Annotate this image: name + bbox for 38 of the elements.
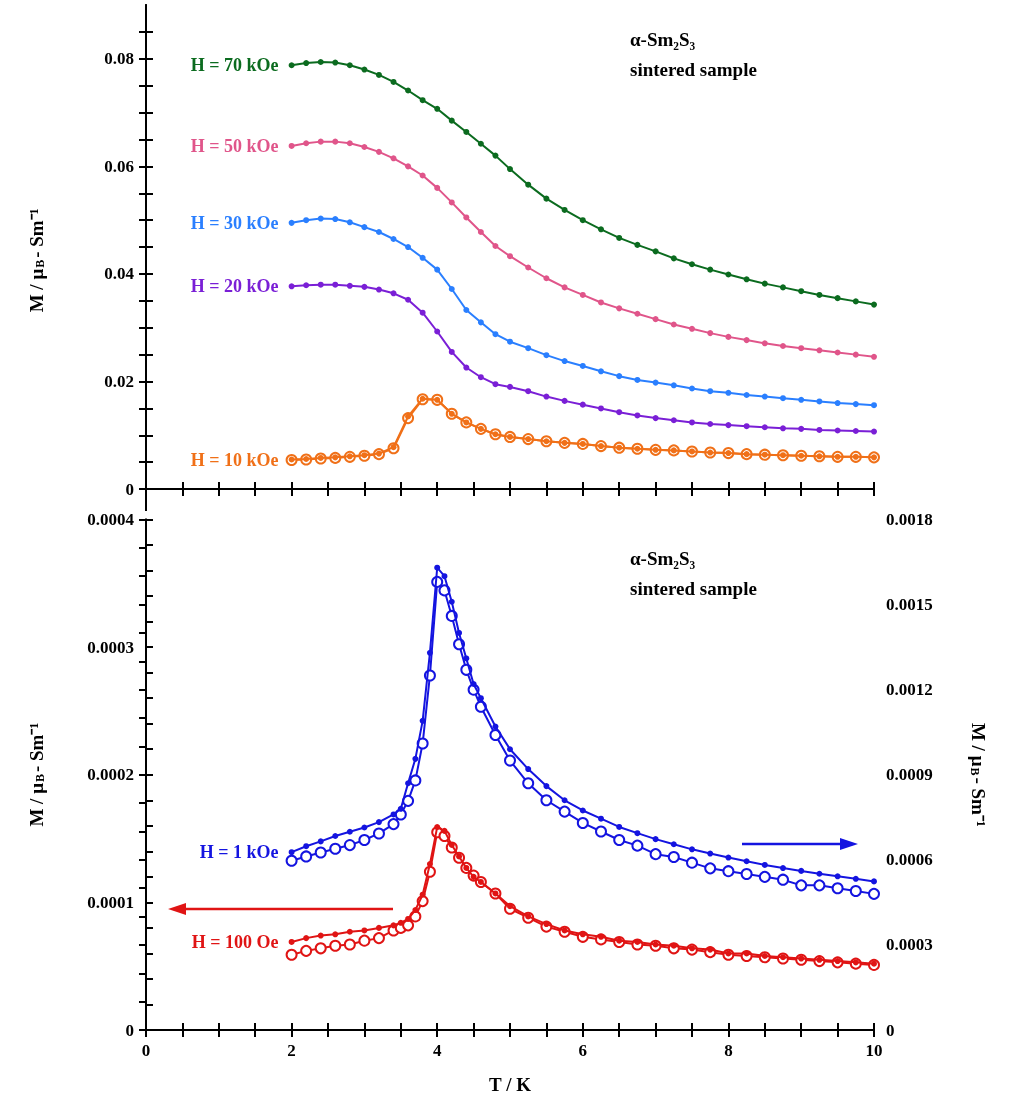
y-tick-label: 0 <box>125 1020 134 1040</box>
y-tick-label: 0.04 <box>104 264 135 284</box>
x-tick-label: 6 <box>578 1041 588 1060</box>
y-tick-label: 0.0002 <box>87 765 134 785</box>
y2-tick-label: 0.0009 <box>886 765 933 785</box>
y-tick-label: 0 <box>125 479 134 499</box>
series-label: H = 30 kOe <box>190 212 279 233</box>
series-label: H = 50 kOe <box>190 135 279 156</box>
series-label: H = 10 kOe <box>190 449 279 470</box>
y2-tick-label: 0.0015 <box>886 595 933 615</box>
y-tick-label: 0.02 <box>104 372 134 392</box>
y-tick-label: 0.06 <box>104 156 134 176</box>
y2-tick-label: 0.0012 <box>886 680 933 700</box>
x-tick-label: 0 <box>141 1041 151 1060</box>
x-tick-label: 10 <box>865 1041 883 1060</box>
y2-tick-label: 0.0003 <box>886 935 933 955</box>
annotation: α-Sm₂S₃ <box>630 29 696 50</box>
series-label: H = 1 kOe <box>199 842 279 863</box>
y-tick-label: 0.08 <box>104 49 134 69</box>
series-label: H = 100 Oe <box>191 931 279 952</box>
x-tick-label: 4 <box>432 1041 442 1060</box>
y2-axis-title: M / μB- Sm⁻¹ <box>968 722 989 827</box>
series-label: H = 70 kOe <box>190 55 279 76</box>
x-tick-label: 2 <box>287 1041 296 1060</box>
y-tick-label: 0.0001 <box>87 892 134 912</box>
y-tick-label: 0.0003 <box>87 637 134 657</box>
y2-tick-label: 0 <box>886 1020 895 1040</box>
series-label: H = 20 kOe <box>190 276 279 297</box>
y-axis-title: M / μB- Sm⁻¹ <box>26 208 47 313</box>
annotation: sintered sample <box>630 578 757 599</box>
y2-tick-label: 0.0018 <box>886 510 933 529</box>
x-tick-label: 8 <box>724 1041 733 1060</box>
annotation: α-Sm₂S₃ <box>630 548 696 569</box>
y-axis-title: M / μB- Sm⁻¹ <box>26 722 47 827</box>
annotation: sintered sample <box>630 59 757 80</box>
y2-tick-label: 0.0006 <box>886 850 933 870</box>
x-axis-title: T / K <box>489 1074 532 1095</box>
y-tick-label: 0.0004 <box>87 510 135 529</box>
